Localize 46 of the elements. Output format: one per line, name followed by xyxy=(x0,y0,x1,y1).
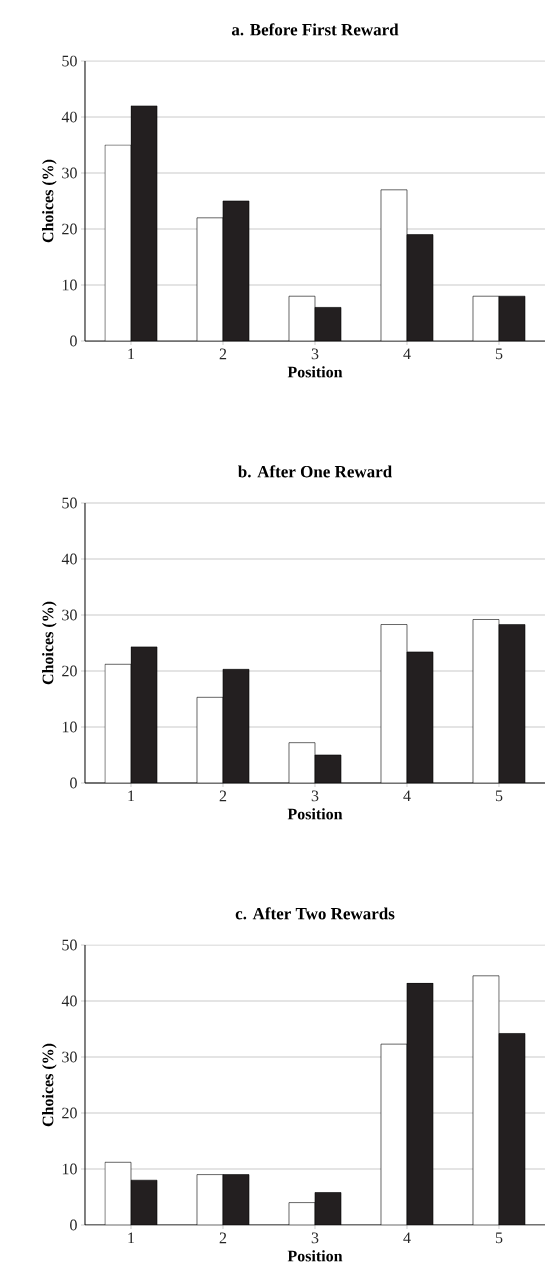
x-tick-label: 5 xyxy=(495,348,503,360)
y-tick-label: 40 xyxy=(61,111,77,123)
y-tick-label: 10 xyxy=(62,721,77,733)
y-tick-label: 0 xyxy=(69,335,77,347)
y-tick-label: 20 xyxy=(61,665,77,677)
x-tick-label: 1 xyxy=(128,1232,134,1244)
y-axis-title: Choices (%) xyxy=(41,159,57,243)
x-tick-label: 5 xyxy=(495,1232,503,1244)
y-tick-label: 50 xyxy=(62,55,77,67)
x-tick-label: 3 xyxy=(311,1232,319,1244)
x-tick-label: 1 xyxy=(128,348,134,360)
x-axis-title: Position xyxy=(287,1250,343,1262)
y-axis-title: Choices (%) xyxy=(41,601,57,685)
x-tick-label: 2 xyxy=(219,790,226,802)
x-tick-label: 5 xyxy=(495,790,503,802)
y-tick-label: 30 xyxy=(62,609,77,621)
y-tick-label: 10 xyxy=(62,1163,77,1175)
y-tick-label: 0 xyxy=(69,777,77,789)
x-tick-label: 4 xyxy=(403,1232,411,1244)
chart-title: c. After Two Rewards xyxy=(235,907,395,920)
x-axis-title: Position xyxy=(287,808,343,820)
x-tick-label: 1 xyxy=(128,790,134,802)
y-tick-label: 0 xyxy=(69,1219,77,1231)
bar xyxy=(222,669,250,784)
bar xyxy=(130,646,158,784)
bar xyxy=(498,624,526,784)
y-tick-label: 50 xyxy=(62,939,77,951)
y-tick-label: 30 xyxy=(62,1051,77,1063)
x-axis-title: Position xyxy=(287,366,343,378)
y-tick-label: 40 xyxy=(61,995,77,1007)
x-tick-label: 4 xyxy=(403,348,411,360)
x-tick-label: 4 xyxy=(403,790,411,802)
y-tick-label: 40 xyxy=(61,553,77,565)
x-tick-label: 2 xyxy=(219,1232,226,1244)
x-tick-label: 3 xyxy=(311,348,319,360)
x-tick-label: 2 xyxy=(219,348,226,360)
y-tick-label: 10 xyxy=(62,279,77,291)
y-tick-label: 50 xyxy=(62,497,77,509)
chart-title: b. After One Reward xyxy=(237,465,392,478)
y-tick-label: 20 xyxy=(61,223,77,235)
bar xyxy=(406,651,434,784)
y-axis-title: Choices (%) xyxy=(41,1043,57,1127)
x-tick-label: 3 xyxy=(311,790,319,802)
chart-title: a. Before First Reward xyxy=(231,23,399,36)
y-tick-label: 20 xyxy=(61,1107,77,1119)
y-tick-label: 30 xyxy=(62,167,77,179)
